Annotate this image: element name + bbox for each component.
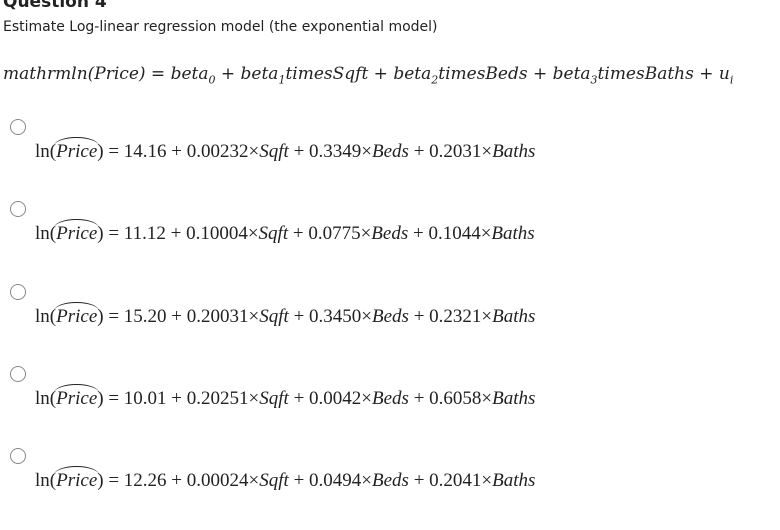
radio-button[interactable] <box>10 119 26 135</box>
option-equation: ln(Price) = 15.20 + 0.20031×Sqft + 0.345… <box>35 301 536 328</box>
radio-button[interactable] <box>10 283 26 300</box>
option-equation: ln(Price) = 12.26 + 0.00024×Sqft + 0.049… <box>35 466 536 492</box>
radio-button[interactable] <box>10 365 26 382</box>
equation-text: ) = 12.26 + 0.00024×Sqft + 0.0494×Beds +… <box>97 470 536 492</box>
equation-text: ln( <box>35 470 57 492</box>
subscript: 0 <box>208 73 216 87</box>
equation-text: ln( <box>35 223 57 245</box>
equation-text: timesSqft + beta <box>285 64 432 84</box>
option-equation: ln(Price) = 11.12 + 0.10004×Sqft + 0.077… <box>35 219 535 245</box>
question-prompt: Estimate Log-linear regression model (th… <box>3 19 438 35</box>
option: ln(Price) = 15.20 + 0.20031×Sqft + 0.345… <box>0 283 780 366</box>
subscript: i <box>729 73 734 87</box>
subscript: 1 <box>278 73 286 87</box>
option: ln(Price) = 10.01 + 0.20251×Sqft + 0.004… <box>0 365 780 448</box>
radio-button[interactable] <box>10 201 26 218</box>
equation-text: ) = 11.12 + 0.10004×Sqft + 0.0775×Beds +… <box>97 223 535 245</box>
equation-text: + beta <box>215 64 279 84</box>
hat-term: Price <box>54 383 100 409</box>
option-equation: ln(Price) = 14.16 + 0.00232×Sqft + 0.334… <box>35 137 536 163</box>
equation-text: ) = 14.16 + 0.00232×Sqft + 0.3349×Beds +… <box>97 141 536 162</box>
radio-button[interactable] <box>10 448 26 465</box>
equation-text: ln( <box>35 387 57 409</box>
option: ln(Price) = 11.12 + 0.10004×Sqft + 0.077… <box>0 201 780 283</box>
equation-text: ln( <box>35 305 57 327</box>
equation-text: ln( <box>35 141 57 162</box>
option-equation: ln(Price) = 10.01 + 0.20251×Sqft + 0.004… <box>35 383 536 410</box>
hat-term: Price <box>54 466 100 492</box>
option: ln(Price) = 14.16 + 0.00232×Sqft + 0.334… <box>0 119 780 201</box>
hat-term: Price <box>54 137 100 162</box>
model-equation: mathrmln(Price) = beta0 + beta1timesSqft… <box>3 64 733 86</box>
question-title: Question 4 <box>3 0 107 12</box>
equation-text: timesBaths + u <box>597 64 730 84</box>
equation-text: ) = 10.01 + 0.20251×Sqft + 0.0042×Beds +… <box>97 387 536 409</box>
subscript: 2 <box>431 73 439 87</box>
equation-text: mathrmln(Price) = beta <box>3 64 209 84</box>
subscript: 3 <box>590 73 598 87</box>
equation-text: ) = 15.20 + 0.20031×Sqft + 0.3450×Beds +… <box>97 305 536 327</box>
equation-text: timesBeds + beta <box>438 64 591 84</box>
hat-term: Price <box>54 219 100 245</box>
option: ln(Price) = 12.26 + 0.00024×Sqft + 0.049… <box>0 448 780 530</box>
hat-term: Price <box>54 301 100 327</box>
